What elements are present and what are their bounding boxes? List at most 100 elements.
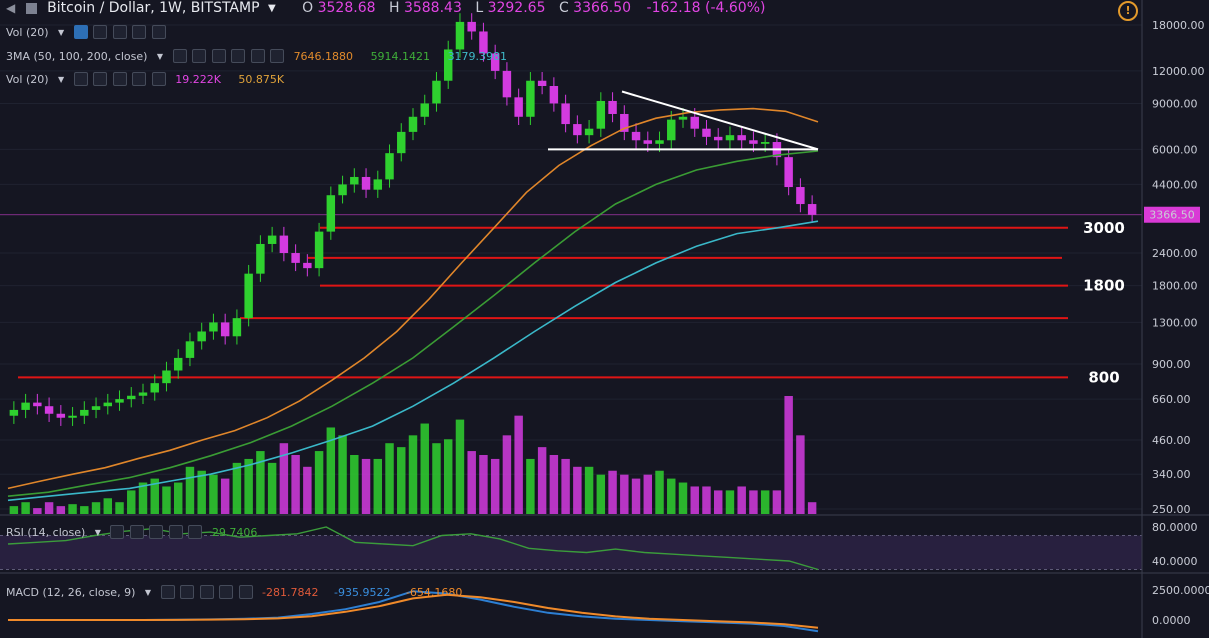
vol2-settings-icon[interactable] — [93, 72, 108, 86]
volume-bar — [232, 462, 242, 514]
eye-icon[interactable] — [73, 25, 88, 39]
volume-bar — [537, 447, 547, 514]
volume-bar — [561, 458, 570, 514]
volume-bar — [432, 443, 441, 514]
volume-bar — [138, 482, 148, 514]
price-tick-label: 9000.00 — [1152, 97, 1198, 110]
ma-value-200: 3179.3981 — [447, 49, 508, 63]
macd-panel — [8, 590, 819, 633]
rsi-more-icon[interactable] — [168, 525, 183, 539]
rsi-settings-icon[interactable] — [129, 525, 144, 539]
macd-eye-icon[interactable] — [160, 585, 175, 599]
candle-body — [655, 140, 664, 144]
volume-bar — [584, 466, 594, 514]
price-tick-label: 900.00 — [1152, 358, 1191, 371]
candle-body — [443, 49, 453, 81]
source-icon[interactable] — [112, 25, 127, 39]
close-icon[interactable] — [151, 25, 166, 39]
high-value: 3588.43 — [403, 0, 462, 16]
vol2-more-icon[interactable] — [132, 72, 147, 86]
candle-body — [338, 184, 347, 196]
trendlines — [548, 90, 819, 151]
volume-bar — [68, 504, 77, 514]
price-tick-label: 2400.00 — [1152, 247, 1198, 260]
vol-dropdown-icon-1[interactable]: ▼ — [58, 27, 65, 37]
vol-indicator-2[interactable]: Vol (20) ▼ 19.222K 50.875K — [6, 72, 290, 86]
candle-body — [573, 124, 582, 136]
rsi-label: RSI (14, close) — [6, 525, 86, 539]
macd-dropdown-icon[interactable]: ▼ — [144, 587, 152, 597]
ma-eye-icon[interactable] — [172, 49, 187, 63]
volume-bar — [314, 451, 324, 514]
candle-body — [796, 187, 805, 205]
volume-bar — [620, 474, 629, 514]
volume-bar — [162, 486, 171, 514]
macd-close-icon[interactable] — [238, 585, 253, 599]
ma-line — [7, 107, 819, 490]
candle-body — [91, 406, 101, 410]
macd-source-icon[interactable] — [199, 585, 214, 599]
candle-body — [256, 243, 265, 274]
collapse-icon[interactable]: ◀ — [6, 1, 16, 15]
candle-body — [127, 395, 136, 400]
candle-body — [103, 402, 113, 407]
volume-bar — [772, 490, 782, 514]
macd-value-hist: -281.7842 — [262, 585, 319, 599]
more-icon[interactable] — [132, 25, 147, 39]
vol2-source-icon[interactable] — [112, 72, 127, 86]
macd-settings-icon[interactable] — [180, 585, 195, 599]
volume-bar — [44, 502, 54, 514]
volume-bar — [643, 474, 653, 514]
candle-body — [737, 135, 746, 141]
vol-dropdown-icon-2[interactable]: ▼ — [58, 74, 65, 84]
rsi-dropdown-icon[interactable]: ▼ — [94, 527, 101, 537]
level-label: 1800 — [1083, 277, 1125, 295]
rsi-indicator[interactable]: RSI (14, close) ▼ 29.7406 — [6, 525, 263, 539]
vol2-eye-icon[interactable] — [73, 72, 88, 86]
candle-body — [220, 322, 230, 337]
price-tick-label: 660.00 — [1152, 393, 1191, 406]
volume-bar — [455, 419, 465, 514]
ma-close-icon[interactable] — [270, 49, 285, 63]
candle-body — [432, 80, 441, 104]
volume-bar — [291, 455, 300, 514]
rsi-source-icon[interactable] — [149, 525, 164, 539]
candle-body — [479, 31, 488, 54]
volume-bar — [760, 490, 770, 514]
candle-body — [80, 409, 89, 416]
volume-bar — [115, 502, 124, 514]
rsi-tick-label: 80.0000 — [1152, 521, 1198, 534]
vol2-close-icon[interactable] — [151, 72, 166, 86]
ma-format-icon[interactable] — [231, 49, 246, 63]
candle-body — [549, 85, 559, 104]
candle-body — [291, 253, 300, 263]
price-tick-label: 1300.00 — [1152, 316, 1198, 329]
candle-body — [713, 136, 723, 141]
ma-more-icon[interactable] — [250, 49, 265, 63]
volume-bar — [103, 498, 113, 514]
rsi-eye-icon[interactable] — [110, 525, 125, 539]
symbol-title[interactable]: Bitcoin / Dollar, 1W, BITSTAMP — [47, 0, 260, 16]
ma-indicator[interactable]: 3MA (50, 100, 200, close) ▼ 7646.1880 59… — [6, 49, 513, 63]
symbol-dropdown-icon[interactable]: ▼ — [267, 2, 276, 14]
vol-indicator-1[interactable]: Vol (20) ▼ — [6, 25, 168, 39]
candle-body — [162, 370, 171, 384]
volume-bar — [596, 474, 606, 514]
ma-label: 3MA (50, 100, 200, close) — [6, 49, 148, 63]
ma-settings-icon[interactable] — [192, 49, 207, 63]
candle-body — [620, 113, 629, 132]
alert-icon[interactable]: ! — [1118, 1, 1138, 21]
volume-bar — [737, 486, 746, 514]
candle-body — [455, 21, 465, 50]
volume-bar — [244, 458, 253, 514]
macd-value-signal: -654.1680 — [405, 585, 463, 599]
vol-value-2: 50.875K — [238, 72, 285, 86]
macd-indicator[interactable]: MACD (12, 26, close, 9) ▼ -281.7842 -935… — [6, 585, 468, 599]
ma-dropdown-icon[interactable]: ▼ — [156, 51, 164, 61]
settings-icon[interactable] — [93, 25, 108, 39]
volume-bar — [91, 502, 101, 514]
ma-source-icon[interactable] — [211, 49, 226, 63]
rsi-close-icon[interactable] — [188, 525, 203, 539]
macd-more-icon[interactable] — [219, 585, 234, 599]
